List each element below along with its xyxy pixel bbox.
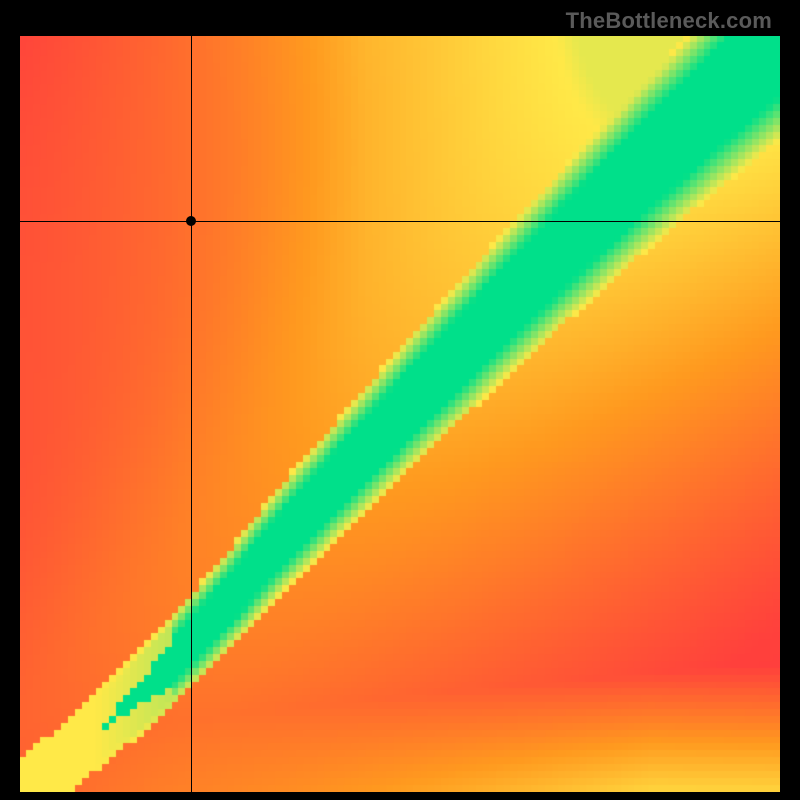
crosshair-horizontal: [20, 221, 780, 222]
crosshair-vertical: [191, 36, 192, 792]
watermark-text: TheBottleneck.com: [566, 8, 772, 34]
heatmap-plot-area: [20, 36, 780, 792]
heatmap-canvas: [20, 36, 780, 792]
chart-container: { "watermark": { "text": "TheBottleneck.…: [0, 0, 800, 800]
crosshair-marker-dot: [186, 216, 196, 226]
